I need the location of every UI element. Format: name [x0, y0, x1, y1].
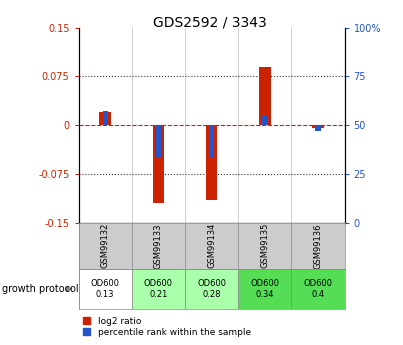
Bar — [209, 125, 214, 158]
Bar — [291, 269, 345, 309]
Text: OD600
0.34: OD600 0.34 — [250, 279, 279, 299]
Bar — [185, 269, 238, 309]
Bar — [102, 111, 108, 125]
Bar — [132, 269, 185, 309]
Text: OD600
0.28: OD600 0.28 — [197, 279, 226, 299]
Text: GSM99134: GSM99134 — [207, 223, 216, 268]
Bar — [206, 125, 218, 200]
Bar — [99, 112, 111, 125]
Text: GSM99135: GSM99135 — [260, 223, 269, 268]
Bar — [238, 269, 291, 309]
Text: GSM99132: GSM99132 — [101, 223, 110, 268]
Bar — [262, 115, 268, 125]
Bar — [156, 125, 161, 158]
Text: OD600
0.21: OD600 0.21 — [144, 279, 173, 299]
Text: OD600
0.4: OD600 0.4 — [303, 279, 332, 299]
Bar — [259, 67, 271, 125]
Bar — [79, 269, 132, 309]
Text: OD600
0.13: OD600 0.13 — [91, 279, 120, 299]
Text: GSM99136: GSM99136 — [314, 223, 322, 268]
Bar — [312, 125, 324, 128]
Text: growth protocol: growth protocol — [2, 284, 79, 294]
Bar — [315, 125, 321, 131]
Text: GSM99133: GSM99133 — [154, 223, 163, 268]
Bar — [152, 125, 164, 203]
Legend: log2 ratio, percentile rank within the sample: log2 ratio, percentile rank within the s… — [83, 317, 251, 337]
Text: GDS2592 / 3343: GDS2592 / 3343 — [153, 16, 266, 30]
